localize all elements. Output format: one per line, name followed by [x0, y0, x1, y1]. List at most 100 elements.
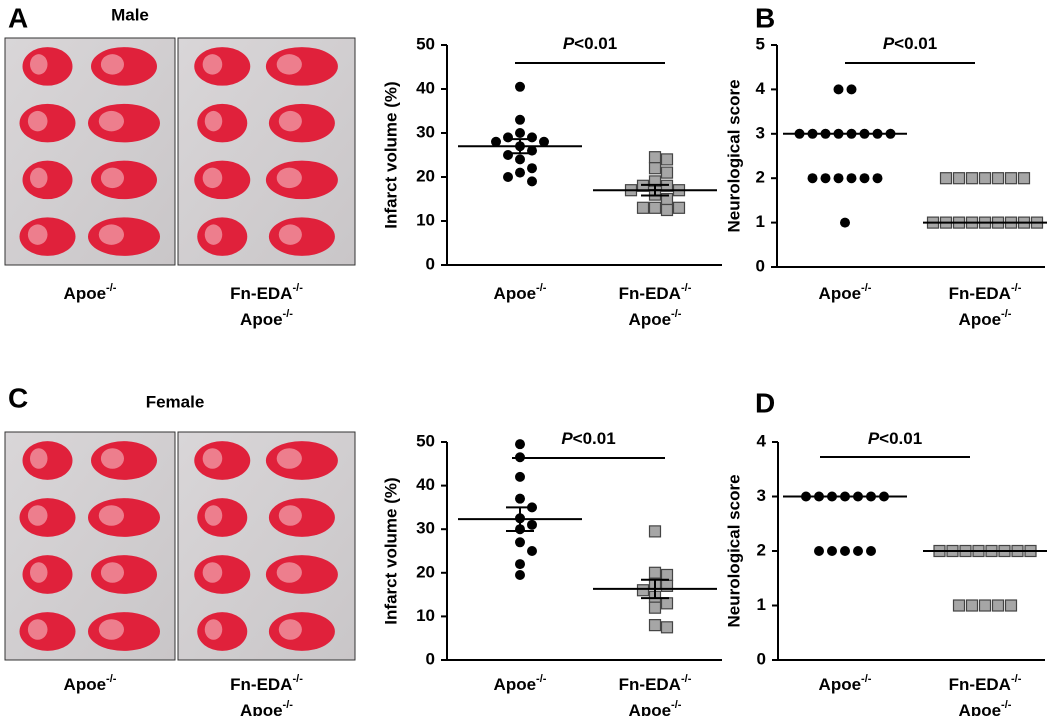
y-tick-label: 1	[757, 595, 766, 614]
brain-slice-highlight	[278, 505, 302, 526]
data-point	[503, 172, 513, 182]
brain-slice	[19, 498, 76, 537]
data-point	[840, 217, 850, 228]
data-point	[515, 81, 525, 92]
y-tick-label: 40	[416, 78, 435, 97]
brain-slice	[22, 441, 73, 480]
data-point	[660, 166, 674, 179]
data-point	[515, 569, 525, 580]
brain-slice-highlight	[278, 224, 302, 245]
annotation: P<0.01	[561, 429, 615, 448]
data-point	[672, 201, 686, 214]
brain-slice-highlight	[30, 54, 48, 75]
data-point	[846, 84, 857, 95]
data-point	[515, 154, 525, 165]
x-tick-label: Fn-EDA-/-	[949, 282, 1022, 304]
data-point	[648, 619, 662, 632]
data-point	[527, 176, 537, 187]
x-tick-label: Apoe-/-	[819, 673, 872, 695]
brain-slice	[22, 160, 73, 200]
data-point	[660, 621, 674, 634]
brain-slice-highlight	[204, 505, 223, 526]
data-point	[515, 167, 525, 178]
y-tick-label: 4	[756, 79, 766, 98]
photo-label: Apoe-/-	[64, 282, 117, 304]
y-tick-label: 5	[756, 34, 765, 53]
y-tick-label: 20	[416, 166, 435, 185]
panel-title: Female	[146, 392, 205, 411]
error-bar	[506, 506, 534, 532]
data-point	[527, 546, 537, 556]
x-tick-label: Fn-EDA-/-	[619, 282, 692, 304]
brain-slice	[22, 555, 73, 594]
brain-slice-highlight	[276, 167, 302, 189]
y-axis-label: Neurological score	[724, 79, 743, 232]
brain-slice-highlight	[98, 224, 124, 245]
brain-slice	[197, 612, 248, 651]
brain-slice-highlight	[98, 505, 124, 526]
brain-slice-highlight	[276, 54, 302, 75]
photo-label: Fn-EDA-/-	[230, 673, 303, 695]
data-point	[648, 525, 662, 538]
y-axis-label: Infarct volume (%)	[381, 81, 400, 228]
error-bar	[641, 183, 669, 197]
data-point	[978, 172, 992, 185]
brain-slice-highlight	[27, 110, 48, 132]
brain-slice	[194, 441, 251, 480]
brain-slice	[88, 498, 160, 537]
y-tick-label: 2	[756, 168, 765, 187]
brain-slice	[268, 498, 335, 537]
y-tick-label: 50	[416, 431, 435, 450]
brain-slice-highlight	[202, 54, 223, 75]
brain-slice	[197, 217, 248, 256]
data-point	[820, 173, 831, 184]
brain-slice-highlight	[204, 224, 223, 245]
brain-slice-highlight	[276, 562, 302, 583]
data-point	[503, 132, 513, 143]
brain-slice-highlight	[100, 54, 124, 75]
error-bar	[641, 578, 669, 600]
data-point	[833, 84, 844, 95]
x-tick-label: Apoe-/-	[629, 308, 682, 330]
x-tick-label: Fn-EDA-/-	[619, 673, 692, 695]
data-point	[515, 114, 525, 125]
y-tick-label: 1	[756, 212, 765, 231]
y-tick-label: 10	[416, 606, 435, 625]
brain-slice-highlight	[204, 110, 223, 132]
data-point	[515, 439, 525, 450]
y-tick-label: 0	[756, 256, 765, 275]
data-point	[648, 162, 662, 175]
brain-slice-highlight	[100, 167, 124, 189]
data-point	[965, 172, 979, 185]
data-point	[527, 163, 537, 174]
brain-slice-highlight	[30, 562, 48, 583]
brain-slice	[265, 160, 338, 200]
y-tick-label: 10	[416, 210, 435, 229]
data-point	[859, 173, 870, 184]
data-point	[636, 201, 650, 214]
data-point	[807, 173, 818, 184]
brain-slice-highlight	[278, 619, 302, 640]
brain-slice-highlight	[30, 167, 48, 189]
x-tick-label: Apoe-/-	[959, 699, 1012, 716]
brain-slice	[88, 103, 160, 143]
data-point	[978, 599, 992, 612]
brain-slice-highlight	[98, 619, 124, 640]
brain-slice	[91, 47, 157, 86]
data-point	[527, 132, 537, 143]
x-tick-label: Apoe-/-	[819, 282, 872, 304]
y-tick-label: 0	[426, 254, 435, 273]
panel-letter: B	[755, 2, 775, 33]
brain-slice	[194, 555, 251, 594]
brain-slice-highlight	[278, 110, 302, 132]
data-point	[648, 601, 662, 614]
brain-slice	[91, 160, 157, 200]
y-tick-label: 50	[416, 34, 435, 53]
data-point	[503, 150, 513, 160]
data-point	[853, 546, 863, 556]
y-tick-label: 4	[757, 431, 767, 450]
data-point	[1004, 599, 1018, 612]
data-point	[515, 559, 525, 570]
brain-slice	[88, 612, 160, 651]
